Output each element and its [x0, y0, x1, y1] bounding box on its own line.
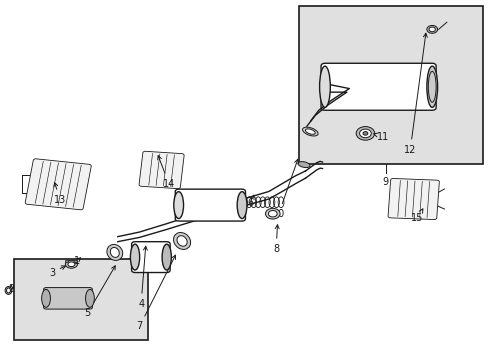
- Ellipse shape: [41, 289, 50, 307]
- FancyBboxPatch shape: [175, 189, 245, 221]
- Ellipse shape: [297, 162, 309, 167]
- Ellipse shape: [85, 289, 94, 307]
- FancyBboxPatch shape: [25, 159, 91, 210]
- Ellipse shape: [65, 260, 69, 263]
- Ellipse shape: [65, 260, 77, 268]
- FancyBboxPatch shape: [43, 288, 92, 309]
- Text: 13: 13: [54, 183, 66, 205]
- Ellipse shape: [130, 244, 140, 270]
- Text: 11: 11: [373, 132, 389, 142]
- Text: 10: 10: [272, 159, 298, 219]
- FancyBboxPatch shape: [299, 6, 483, 164]
- Text: 6: 6: [247, 195, 254, 208]
- Text: 3: 3: [49, 266, 65, 278]
- Ellipse shape: [426, 26, 437, 33]
- Ellipse shape: [6, 288, 10, 293]
- Ellipse shape: [68, 262, 75, 267]
- Ellipse shape: [268, 211, 277, 217]
- Ellipse shape: [265, 208, 280, 219]
- FancyBboxPatch shape: [387, 179, 438, 220]
- Ellipse shape: [5, 287, 12, 294]
- Ellipse shape: [359, 129, 370, 138]
- Ellipse shape: [355, 127, 374, 140]
- Text: 5: 5: [84, 266, 115, 318]
- Ellipse shape: [110, 247, 119, 257]
- Ellipse shape: [74, 260, 77, 263]
- Ellipse shape: [426, 66, 437, 107]
- Ellipse shape: [162, 244, 171, 270]
- Ellipse shape: [319, 66, 330, 107]
- Text: 1: 1: [74, 256, 81, 266]
- Ellipse shape: [302, 127, 318, 136]
- Ellipse shape: [107, 244, 122, 260]
- Ellipse shape: [305, 129, 315, 134]
- Text: 9: 9: [382, 177, 388, 187]
- Text: 14: 14: [158, 156, 175, 189]
- Ellipse shape: [237, 192, 246, 219]
- Text: 8: 8: [273, 225, 279, 254]
- FancyBboxPatch shape: [321, 63, 435, 110]
- Text: 2: 2: [8, 284, 15, 294]
- Text: 7: 7: [136, 255, 175, 331]
- Text: 12: 12: [403, 33, 427, 154]
- Ellipse shape: [173, 192, 183, 219]
- FancyBboxPatch shape: [131, 242, 170, 273]
- FancyBboxPatch shape: [139, 151, 184, 189]
- Text: 4: 4: [138, 246, 147, 309]
- Ellipse shape: [362, 132, 367, 135]
- Ellipse shape: [177, 236, 187, 246]
- Ellipse shape: [173, 233, 190, 249]
- FancyBboxPatch shape: [14, 259, 148, 339]
- Text: 15: 15: [410, 209, 423, 222]
- Ellipse shape: [428, 27, 434, 32]
